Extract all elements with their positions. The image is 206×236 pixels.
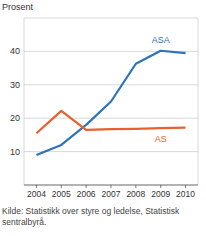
x-tick-label: 2006 [77,189,96,199]
x-tick [135,185,136,188]
grid-line [24,118,198,119]
source-note: Kilde: Statistikk over styre og ledelse,… [2,206,180,216]
x-tick [111,185,112,188]
frame-left [24,18,25,185]
source-note: sentralbyrå. [2,217,46,227]
plot-area [36,51,185,155]
x-tick [61,185,62,188]
x-tick-label: 2009 [151,189,170,199]
series-label: ASA [152,35,170,45]
y-tick-label: 10 [10,147,20,157]
x-tick-label: 2007 [102,189,121,199]
series-line [36,51,185,155]
grid-line [24,84,198,85]
series-label: AS [155,134,167,144]
x-tick [86,185,87,188]
grid-line [24,151,198,152]
x-tick-label: 2008 [126,189,145,199]
y-tick-label: 40 [10,46,20,56]
frame-top [24,18,198,19]
chart: 10 20 30 40 2004 2005 2006 2007 2008 2009 2010 Pros… [0,0,206,236]
x-tick [36,185,37,188]
x-tick [185,185,186,188]
x-tick-label: 2004 [27,189,46,199]
y-tick-label: 30 [10,80,20,90]
chart-svg: 10 20 30 40 2004 2005 2006 2007 2008 2009 2010 Pros… [0,0,206,236]
y-tick-label: 20 [10,113,20,123]
y-axis-label: Prosent [2,2,34,12]
x-tick-label: 2005 [52,189,71,199]
x-tick-label: 2010 [176,189,195,199]
series-line [36,111,185,133]
x-tick [160,185,161,188]
frame-right [198,18,199,185]
